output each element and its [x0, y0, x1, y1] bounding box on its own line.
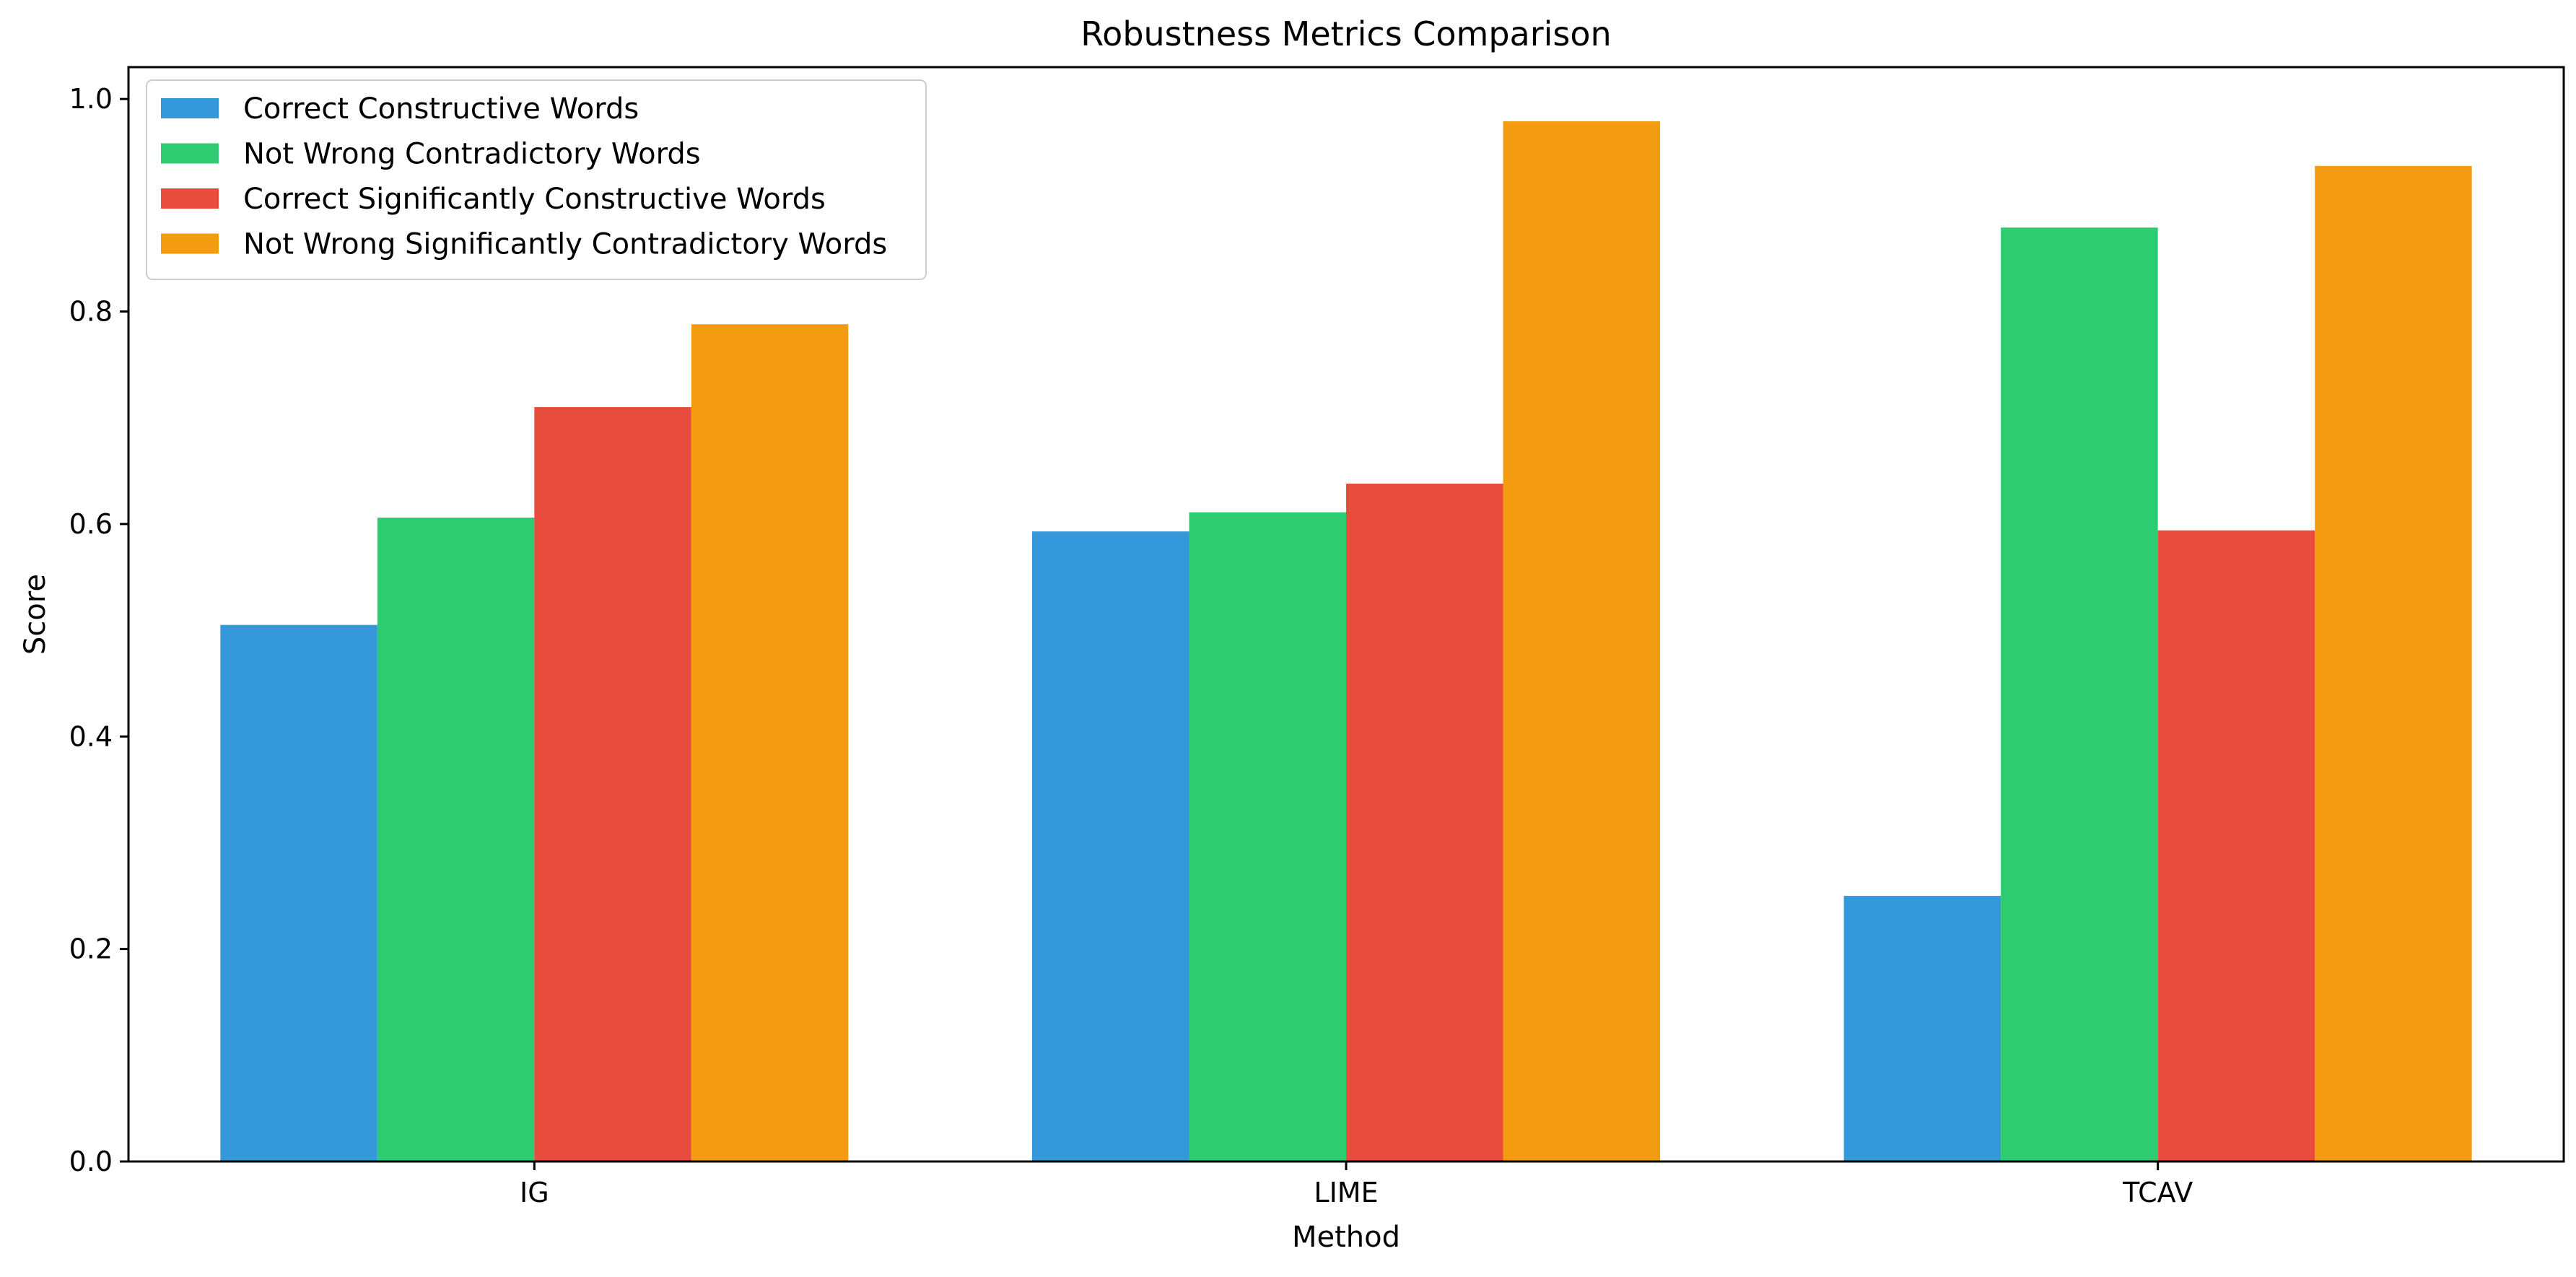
legend-swatch [161, 233, 219, 254]
y-tick-label: 0.8 [69, 296, 113, 328]
y-tick-label: 1.0 [69, 83, 113, 115]
legend-label: Not Wrong Significantly Contradictory Wo… [243, 228, 887, 261]
x-tick-label-ig: IG [520, 1177, 549, 1208]
bars-group [220, 121, 2472, 1162]
x-tick-label-lime: LIME [1314, 1177, 1378, 1208]
bar-tcav-series-3 [2157, 530, 2315, 1161]
bar-tcav-series-1 [1843, 896, 2001, 1161]
y-axis-label: Score [19, 574, 52, 655]
bar-ig-series-3 [534, 406, 691, 1162]
bar-lime-series-1 [1032, 531, 1189, 1161]
bar-lime-series-2 [1189, 512, 1346, 1161]
bar-lime-series-4 [1503, 121, 1660, 1161]
bar-lime-series-3 [1346, 483, 1503, 1161]
legend: Correct Constructive Words Not Wrong Cont… [146, 79, 927, 280]
x-axis-label: Method [1292, 1221, 1400, 1254]
legend-swatch [161, 143, 219, 164]
y-tick-label: 0.0 [69, 1146, 113, 1177]
x-axis: IG LIME TCAV [520, 1161, 2193, 1208]
y-tick-label: 0.6 [69, 508, 113, 540]
bar-ig-series-4 [691, 324, 849, 1161]
legend-swatch [161, 188, 219, 209]
legend-label: Correct Constructive Words [243, 92, 639, 126]
legend-swatch [161, 98, 219, 118]
chart-title: Robustness Metrics Comparison [1080, 14, 1611, 53]
y-tick-label: 0.4 [69, 720, 113, 752]
legend-label: Correct Significantly Constructive Words [243, 183, 826, 216]
legend-box [146, 79, 927, 280]
bar-ig-series-1 [220, 624, 377, 1161]
y-tick-label: 0.2 [69, 933, 113, 965]
y-axis: 0.0 0.2 0.4 0.6 0.8 1.0 [69, 83, 128, 1177]
legend-label: Not Wrong Contradictory Words [243, 138, 701, 171]
bar-tcav-series-2 [2001, 227, 2158, 1161]
x-tick-label-tcav: TCAV [2122, 1177, 2193, 1208]
bar-tcav-series-4 [2315, 165, 2472, 1161]
bar-ig-series-2 [377, 518, 535, 1161]
